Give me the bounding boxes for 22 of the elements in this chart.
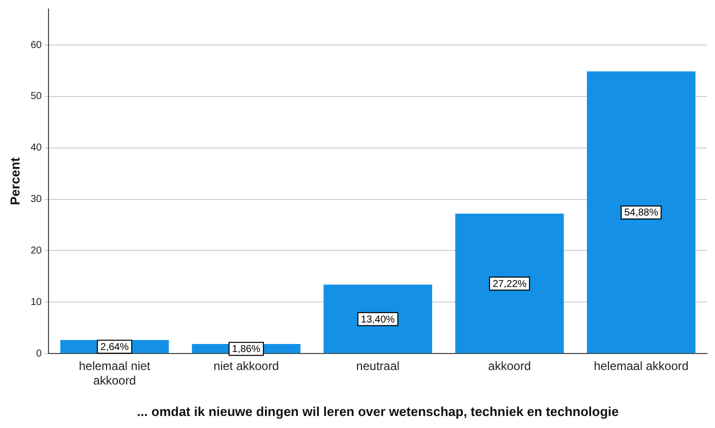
bar <box>324 284 432 354</box>
y-tick-label: 40 <box>30 142 42 154</box>
data-label: 54,88% <box>624 208 658 219</box>
x-axis-title: ... omdat ik nieuwe dingen wil leren over wetenschap, techniek en technologie <box>136 404 619 419</box>
data-label: 1,86% <box>232 344 260 356</box>
data-label: 13,40% <box>360 314 395 326</box>
y-tick-label: 60 <box>30 40 42 51</box>
y-tick-label: 30 <box>30 194 42 206</box>
y-tick-label: 10 <box>30 296 42 308</box>
x-tick-label: neutraal <box>356 359 400 374</box>
x-tick-label: helemaal akkoord <box>594 359 689 374</box>
bar <box>586 71 696 354</box>
y-axis-title: Percent <box>7 156 22 206</box>
x-tick-label: akkoord <box>488 359 531 374</box>
y-tick-label: 50 <box>30 91 42 102</box>
bar <box>455 214 564 354</box>
x-tick-label: helemaal niet akkoord <box>78 359 151 388</box>
data-label: 27,22% <box>492 278 527 290</box>
x-tick-label: niet akkoord <box>214 359 279 374</box>
y-tick-label: 20 <box>30 245 42 256</box>
data-label: 2,64% <box>100 342 129 354</box>
y-tick-label: 0 <box>36 348 42 360</box>
